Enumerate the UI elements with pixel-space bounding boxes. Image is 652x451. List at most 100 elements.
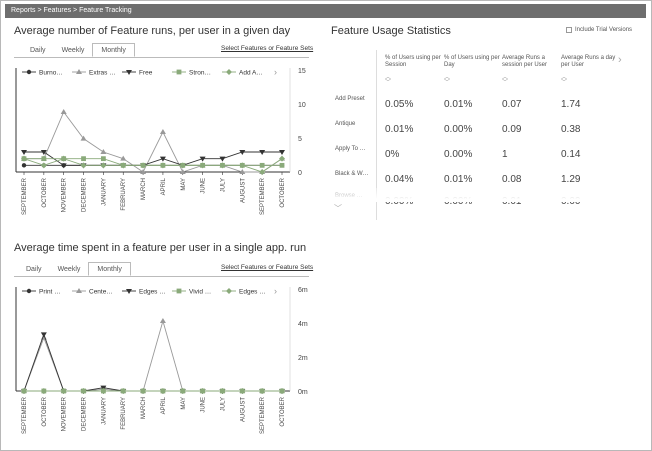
x-tick-label: SEPTEMBER bbox=[22, 396, 28, 434]
data-point bbox=[21, 163, 27, 168]
series-line bbox=[23, 319, 282, 392]
chart1-title: Average number of Feature runs, per user… bbox=[14, 25, 291, 37]
data-point bbox=[21, 155, 27, 162]
stats-cell: 0.05% bbox=[385, 99, 414, 110]
x-tick-label: JUNE bbox=[201, 397, 207, 413]
y-tick-label: 10 bbox=[298, 102, 306, 109]
sort-arrows-icon[interactable]: ︿ ﹀ bbox=[444, 75, 451, 86]
stats-cell: 0.08 bbox=[502, 174, 522, 185]
tab-weekly[interactable]: Weekly bbox=[61, 47, 85, 54]
data-point bbox=[120, 162, 127, 169]
data-point bbox=[179, 162, 186, 169]
data-point bbox=[40, 162, 47, 169]
data-point bbox=[60, 155, 67, 162]
chart1-select-features-link[interactable]: Select Features or Feature Sets bbox=[221, 45, 314, 52]
legend-label: Free bbox=[139, 70, 153, 77]
stats-col-header[interactable]: % of Users using per Day bbox=[444, 55, 500, 68]
stats-next-col-arrow[interactable]: › bbox=[618, 54, 622, 66]
include-trial-toggle[interactable]: Include Trial Versions bbox=[566, 27, 632, 33]
chart2-select-features-link[interactable]: Select Features or Feature Sets bbox=[221, 264, 314, 271]
stats-cell: 0.09 bbox=[502, 124, 522, 135]
stats-cell: 0% bbox=[385, 149, 400, 160]
stats-cell: 0.07 bbox=[502, 99, 522, 110]
data-point bbox=[279, 150, 285, 155]
legend-label: Burno… bbox=[39, 70, 63, 77]
x-tick-label: OCTOBER bbox=[280, 177, 286, 207]
tab-monthly[interactable]: Monthly bbox=[88, 262, 131, 276]
data-point bbox=[80, 135, 87, 141]
stats-scroll-down-icon[interactable]: ﹀ bbox=[334, 204, 342, 213]
legend-label: Stron… bbox=[189, 70, 211, 77]
data-point bbox=[259, 150, 266, 155]
legend-label: Edges … bbox=[239, 289, 266, 296]
stats-cell: 0.01% bbox=[385, 124, 414, 135]
include-trial-checkbox[interactable] bbox=[566, 27, 572, 33]
stats-cell: 0.04% bbox=[385, 174, 414, 185]
tab-weekly[interactable]: Weekly bbox=[57, 266, 81, 273]
data-point bbox=[126, 70, 132, 75]
tab-daily[interactable]: Daily bbox=[30, 47, 46, 54]
include-trial-label: Include Trial Versions bbox=[575, 27, 633, 33]
sort-arrows-icon[interactable]: ︿ ﹀ bbox=[385, 75, 392, 86]
data-point bbox=[26, 288, 32, 294]
y-tick-label: 0 bbox=[298, 170, 302, 177]
x-tick-label: JANUARY bbox=[101, 397, 107, 425]
data-point bbox=[239, 150, 246, 155]
tab-daily[interactable]: Daily bbox=[26, 266, 42, 273]
data-point bbox=[219, 156, 226, 162]
stats-cell: 1.74 bbox=[561, 99, 581, 110]
stats-scroll-fade bbox=[330, 188, 640, 202]
stats-col-header[interactable]: % of Users using per Session bbox=[385, 55, 441, 68]
stats-row-label: Apply To … bbox=[335, 146, 366, 152]
x-tick-label: JULY bbox=[220, 397, 226, 411]
data-point bbox=[76, 69, 82, 74]
stats-cell: 0.01% bbox=[444, 99, 473, 110]
x-tick-label: AUGUST bbox=[240, 397, 246, 422]
data-point bbox=[159, 162, 166, 169]
data-point bbox=[159, 318, 166, 323]
x-tick-label: FEBRUARY bbox=[121, 178, 127, 211]
chart1-tabs: Daily Weekly Monthly bbox=[22, 43, 135, 57]
data-point bbox=[60, 388, 67, 394]
stats-cell: 0.00% bbox=[444, 124, 473, 135]
data-point bbox=[179, 169, 186, 174]
legend-label: Vivid … bbox=[189, 289, 211, 296]
data-point bbox=[199, 162, 206, 169]
data-point bbox=[140, 162, 147, 169]
series-line bbox=[23, 158, 283, 173]
data-point bbox=[100, 149, 107, 154]
x-tick-label: MARCH bbox=[141, 397, 147, 419]
stats-col-header[interactable]: Average Runs a session per User bbox=[502, 55, 548, 68]
data-point bbox=[100, 388, 107, 394]
tab-monthly[interactable]: Monthly bbox=[92, 43, 135, 57]
data-point bbox=[226, 288, 232, 294]
stats-cell: 0.38 bbox=[561, 124, 581, 135]
x-tick-label: MARCH bbox=[141, 178, 147, 200]
chart1-tab-divider bbox=[14, 57, 309, 58]
series-line bbox=[24, 151, 282, 166]
data-point bbox=[259, 388, 266, 394]
legend-label: Add A… bbox=[239, 70, 263, 77]
legend-label: Edges … bbox=[139, 289, 166, 296]
sort-arrows-icon[interactable]: ︿ ﹀ bbox=[561, 75, 568, 86]
data-point bbox=[219, 388, 226, 394]
data-point bbox=[226, 69, 232, 75]
x-tick-label: AUGUST bbox=[240, 178, 246, 203]
data-point bbox=[100, 162, 107, 169]
data-point bbox=[100, 156, 106, 162]
legend-label: Print … bbox=[39, 289, 61, 296]
x-tick-label: MAY bbox=[181, 178, 187, 191]
x-tick-label: OCTOBER bbox=[42, 177, 48, 207]
legend-next-arrow[interactable]: › bbox=[274, 67, 277, 77]
data-point bbox=[176, 69, 182, 75]
y-tick-label: 2m bbox=[298, 355, 308, 362]
sort-arrows-icon[interactable]: ︿ ﹀ bbox=[502, 75, 509, 86]
data-point bbox=[81, 156, 86, 162]
data-point bbox=[239, 162, 246, 169]
legend-next-arrow[interactable]: › bbox=[274, 286, 277, 296]
x-tick-label: OCTOBER bbox=[280, 396, 286, 426]
x-tick-label: NOVEMBER bbox=[62, 396, 68, 431]
stats-col-header[interactable]: Average Runs a day per User bbox=[561, 55, 616, 68]
stats-row-label: Black & W… bbox=[335, 171, 369, 177]
data-point bbox=[176, 288, 182, 294]
